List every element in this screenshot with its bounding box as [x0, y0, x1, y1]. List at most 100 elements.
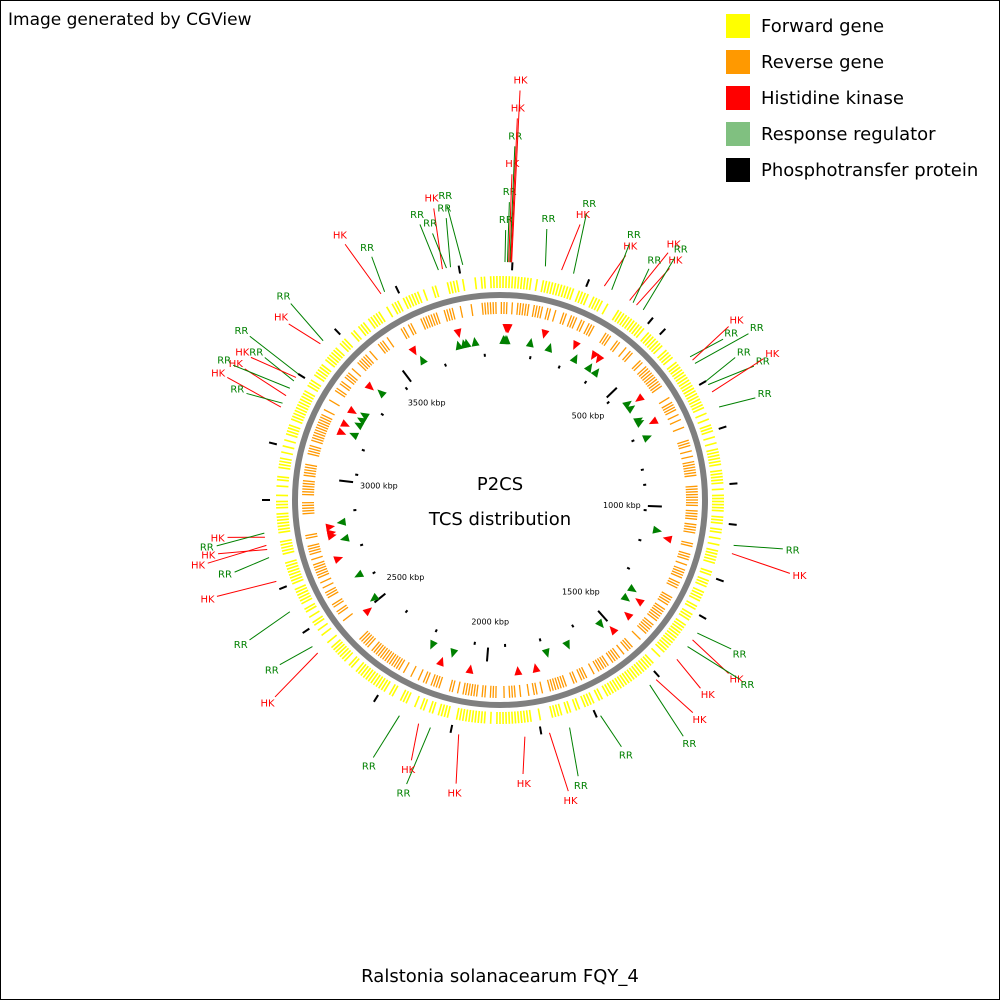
reverse-gene-mark	[359, 630, 369, 640]
reverse-gene-mark	[435, 675, 441, 688]
reverse-gene-mark	[407, 324, 415, 336]
forward-gene-mark	[701, 430, 714, 436]
forward-gene-mark	[546, 281, 551, 294]
hk-label: HK	[211, 368, 226, 379]
reverse-gene-mark	[323, 408, 335, 416]
forward-gene-mark	[468, 709, 472, 722]
callout-line	[544, 228, 548, 267]
rr-label: RR	[360, 243, 374, 254]
reverse-gene-mark	[675, 560, 688, 566]
forward-gene-mark	[335, 643, 345, 653]
callout-line	[632, 268, 650, 303]
forward-gene-mark	[276, 515, 289, 518]
reverse-gene-mark	[326, 589, 338, 596]
reverse-gene-mark	[643, 617, 654, 626]
forward-gene-mark	[543, 280, 548, 293]
reverse-gene-mark	[531, 683, 536, 696]
reverse-gene-mark	[430, 314, 436, 326]
callout-line	[694, 333, 749, 364]
reverse-gene-mark	[459, 305, 464, 318]
forward-gene-mark	[628, 322, 638, 333]
kbp-tick-label: 3500 kbp	[408, 398, 446, 407]
hk-label: HK	[730, 315, 745, 326]
forward-gene-mark	[574, 697, 581, 710]
phosphotransfer-mark	[538, 726, 543, 735]
histidine-kinase-mark	[436, 656, 444, 667]
legend-item-reverse-gene: Reverse gene	[726, 44, 978, 80]
forward-gene-mark	[449, 281, 454, 294]
callout-line	[611, 243, 630, 291]
reverse-gene-mark	[561, 675, 568, 687]
reverse-gene-mark	[576, 669, 583, 681]
legend-label: Response regulator	[761, 123, 936, 145]
reverse-gene-mark	[596, 658, 605, 669]
reverse-gene-track	[302, 302, 698, 698]
forward-gene-mark	[540, 280, 545, 293]
response-regulator-mark	[622, 400, 632, 410]
reverse-gene-mark	[672, 567, 685, 574]
forward-gene-mark	[305, 605, 317, 613]
forward-gene-mark	[519, 276, 523, 290]
histidine-kinase-mark	[635, 598, 645, 607]
callout-line	[603, 255, 627, 287]
forward-gene-mark	[525, 710, 529, 723]
forward-gene-mark	[483, 711, 487, 724]
forward-gene-mark	[319, 366, 330, 375]
response-regulator-mark	[525, 337, 534, 348]
reverse-gene-mark	[561, 313, 568, 325]
reverse-gene-mark	[336, 604, 347, 613]
reverse-gene-mark	[467, 683, 471, 696]
reverse-gene-mark	[657, 598, 669, 606]
reverse-gene-mark	[658, 595, 670, 604]
hk-label: HK	[692, 715, 707, 726]
callout-line	[733, 544, 783, 550]
rr-label: RR	[503, 187, 517, 198]
reverse-gene-mark	[443, 309, 449, 322]
forward-gene-mark	[657, 349, 667, 359]
hk-label: HK	[211, 534, 226, 545]
reverse-gene-mark	[651, 385, 663, 394]
response-regulator-mark	[471, 337, 480, 347]
forward-gene-mark	[402, 690, 410, 703]
callout-line	[455, 734, 460, 784]
forward-gene-mark	[691, 403, 704, 411]
forward-gene-mark	[582, 293, 589, 306]
forward-gene-mark	[328, 354, 340, 364]
forward-gene-mark	[703, 556, 716, 562]
hk-label: HK	[333, 231, 348, 242]
inner-mark	[372, 571, 376, 575]
hk-label: HK	[229, 359, 244, 370]
forward-gene-mark	[285, 561, 298, 568]
response-regulator-mark	[430, 639, 438, 650]
forward-gene-mark	[458, 708, 463, 721]
reverse-gene-mark	[559, 675, 565, 688]
legend-swatch-forward-gene	[726, 14, 750, 38]
response-regulator-mark	[620, 592, 631, 602]
histidine-kinase-mark	[364, 381, 374, 391]
phosphotransfer-mark	[449, 724, 454, 734]
reverse-gene-mark	[417, 669, 424, 681]
forward-gene-mark	[609, 680, 617, 693]
reverse-gene-mark	[616, 644, 625, 655]
reverse-gene-mark	[646, 378, 658, 388]
rr-label: RR	[423, 219, 437, 230]
reverse-gene-mark	[679, 450, 692, 455]
forward-gene-mark	[489, 711, 492, 724]
forward-gene-mark	[380, 679, 389, 691]
reverse-gene-mark	[315, 567, 328, 574]
forward-gene-mark	[566, 700, 572, 713]
reverse-gene-mark	[322, 582, 334, 589]
forward-gene-mark	[621, 316, 630, 328]
rr-label: RR	[724, 328, 738, 339]
forward-gene-mark	[353, 329, 363, 341]
reverse-gene-mark	[319, 416, 332, 423]
rr-label: RR	[217, 356, 231, 367]
legend-item-forward-gene: Forward gene	[726, 8, 978, 44]
hk-label: HK	[623, 242, 638, 253]
reverse-gene-mark	[484, 302, 487, 315]
inner-mark	[571, 624, 575, 628]
forward-gene-mark	[294, 409, 307, 416]
kbp-tick	[606, 387, 618, 399]
forward-gene-mark	[549, 282, 554, 295]
rr-label: RR	[682, 739, 696, 750]
